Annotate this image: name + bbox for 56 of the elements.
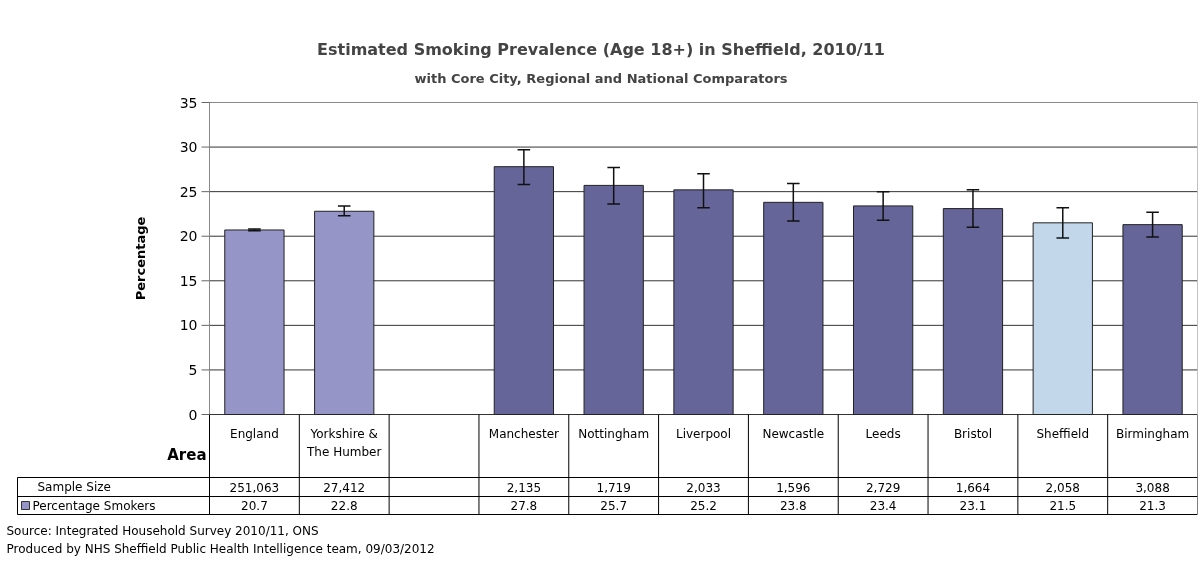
- source-note: Source: Integrated Household Survey 2010/11, ONS: [6, 523, 319, 538]
- x-tick-label: England: [230, 426, 279, 441]
- text: 251,063: [229, 480, 280, 495]
- text: Produced by NHS Sheffield Public Health Intelligence team, 09/03/2012: [6, 541, 435, 556]
- bar: [224, 229, 285, 415]
- text: 2,135: [506, 480, 542, 495]
- y-tick-label: 35: [179, 94, 198, 111]
- y-tick-label: 30: [179, 139, 198, 156]
- y-tick-label: 15: [179, 272, 198, 289]
- y-axis-title: Percentage: [133, 216, 148, 301]
- x-tick-label: Bristol: [953, 426, 993, 441]
- text: 27,412: [323, 480, 366, 495]
- x-tick-label: Nottingham: [578, 426, 650, 441]
- text: 3,088: [1135, 480, 1170, 495]
- x-tick-label: Sheffield: [1036, 426, 1090, 441]
- text: 1,664: [955, 480, 991, 495]
- x-tick-label: Liverpool: [675, 426, 732, 441]
- data-label: 20.7: [241, 499, 268, 513]
- data-label: 23.4: [869, 499, 897, 513]
- x-tick-label: Birmingham: [1116, 426, 1190, 441]
- y-tick-label: 0: [188, 406, 198, 423]
- y-tick-label: 25: [179, 183, 198, 200]
- x-tick-label: Newcastle: [762, 426, 825, 441]
- y-tick-label: 20: [179, 228, 198, 245]
- legend-label: Percentage Smokers: [32, 498, 156, 513]
- text: 2,058: [1045, 480, 1080, 495]
- x-tick-label: Leeds: [865, 426, 901, 441]
- y-tick-label: 5: [188, 361, 198, 378]
- data-label: 21.5: [1049, 499, 1077, 513]
- text: 1,719: [596, 480, 631, 495]
- text: 2,033: [686, 480, 721, 495]
- bar: [673, 189, 734, 415]
- bar: [583, 184, 644, 415]
- text: Sample Size: [37, 480, 111, 494]
- x-tick-label: Yorkshire & The Humber: [306, 426, 382, 459]
- bar: [493, 166, 554, 415]
- bar: [1122, 224, 1183, 415]
- data-label: 23.1: [959, 499, 987, 513]
- x-tick-label: Manchester: [488, 426, 560, 441]
- data-label: 21.3: [1139, 499, 1166, 513]
- bar: [314, 210, 375, 415]
- data-label: 22.8: [330, 499, 358, 513]
- y-tick-label: 10: [179, 317, 198, 334]
- data-label: 23.8: [779, 499, 807, 513]
- chart-title: Estimated Smoking Prevalence (Age 18+) in Sheffield, 2010/11: [317, 39, 885, 59]
- bar: [853, 205, 914, 415]
- bar: [942, 208, 1004, 415]
- x-axis-title: Area: [167, 445, 207, 464]
- bar: [1032, 222, 1093, 415]
- chart-subtitle: with Core City, Regional and National Comparators: [414, 70, 788, 86]
- bar: [763, 201, 824, 415]
- data-label: 27.8: [510, 499, 538, 513]
- text: 1,596: [776, 480, 811, 495]
- text: 2,729: [865, 480, 901, 495]
- data-label: 25.2: [690, 499, 717, 513]
- data-label: 25.7: [600, 499, 628, 513]
